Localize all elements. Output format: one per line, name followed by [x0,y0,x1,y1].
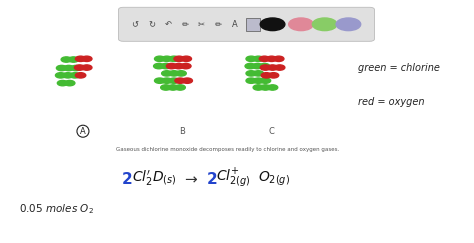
Circle shape [155,56,165,61]
Circle shape [166,63,177,69]
Text: $\rightarrow$: $\rightarrow$ [182,171,200,186]
Circle shape [68,57,79,62]
Circle shape [245,63,255,69]
Circle shape [71,65,81,71]
FancyBboxPatch shape [118,7,374,41]
Circle shape [82,56,92,61]
Circle shape [289,18,313,31]
Circle shape [181,56,191,61]
Circle shape [253,56,264,61]
Circle shape [259,63,270,69]
Circle shape [169,78,179,83]
Circle shape [161,63,171,69]
Circle shape [260,85,271,90]
Circle shape [64,80,75,86]
Text: $\mathbf{2}$: $\mathbf{2}$ [206,171,218,187]
Circle shape [162,56,172,61]
Text: $\mathbf{2}$: $\mathbf{2}$ [121,171,132,187]
Circle shape [161,85,171,90]
Circle shape [268,73,279,78]
Circle shape [154,63,164,69]
Circle shape [252,63,263,69]
FancyBboxPatch shape [246,18,260,31]
Circle shape [175,78,185,83]
Circle shape [176,71,186,76]
Text: ↺: ↺ [132,20,138,29]
Circle shape [273,56,284,61]
Circle shape [267,65,278,70]
Circle shape [267,85,278,90]
Text: C: C [268,127,274,136]
Text: $Cl_{2(g)}^{+}$: $Cl_{2(g)}^{+}$ [216,167,250,190]
Circle shape [246,56,256,61]
Circle shape [274,65,285,70]
Text: ↶: ↶ [165,20,172,29]
Circle shape [253,78,264,83]
Circle shape [246,71,256,76]
Text: $Cl_2'D_{(s)}$: $Cl_2'D_{(s)}$ [132,169,176,188]
Circle shape [162,78,172,83]
Circle shape [253,85,264,90]
Text: Gaseous dichlorine monoxide decomposes readily to chlorine and oxygen gases.: Gaseous dichlorine monoxide decomposes r… [116,147,339,152]
Text: ✂: ✂ [198,20,205,29]
Circle shape [260,78,271,83]
Circle shape [70,73,80,78]
Circle shape [61,57,72,62]
Text: ↻: ↻ [148,20,155,29]
Text: red = oxygen: red = oxygen [358,97,424,107]
Circle shape [261,73,272,78]
Circle shape [74,65,85,70]
Text: A: A [232,20,237,29]
Circle shape [168,85,178,90]
Text: $0.05\ moles\ O_2$: $0.05\ moles\ O_2$ [19,202,94,216]
Text: $O_{2(g)}$: $O_{2(g)}$ [258,169,290,188]
Circle shape [174,56,184,61]
Circle shape [266,56,277,61]
Circle shape [169,71,179,76]
Text: ✏: ✏ [182,20,188,29]
Circle shape [57,80,68,86]
Circle shape [56,65,67,71]
Circle shape [260,18,285,31]
Text: A: A [80,127,86,136]
Circle shape [82,65,92,70]
Circle shape [182,78,192,83]
Circle shape [55,73,66,78]
Circle shape [260,65,271,70]
Circle shape [175,85,185,90]
Circle shape [259,56,270,61]
Circle shape [336,18,361,31]
Text: green = chlorine: green = chlorine [358,63,440,73]
Circle shape [181,63,191,69]
Circle shape [246,78,256,83]
Text: B: B [180,127,185,136]
Circle shape [253,71,264,76]
Circle shape [63,73,73,78]
Text: ✏: ✏ [215,20,221,29]
Circle shape [162,71,172,76]
Circle shape [169,56,179,61]
Circle shape [75,56,86,61]
Circle shape [173,63,184,69]
Circle shape [312,18,337,31]
Circle shape [64,65,74,71]
Circle shape [155,78,165,83]
Circle shape [75,73,86,78]
